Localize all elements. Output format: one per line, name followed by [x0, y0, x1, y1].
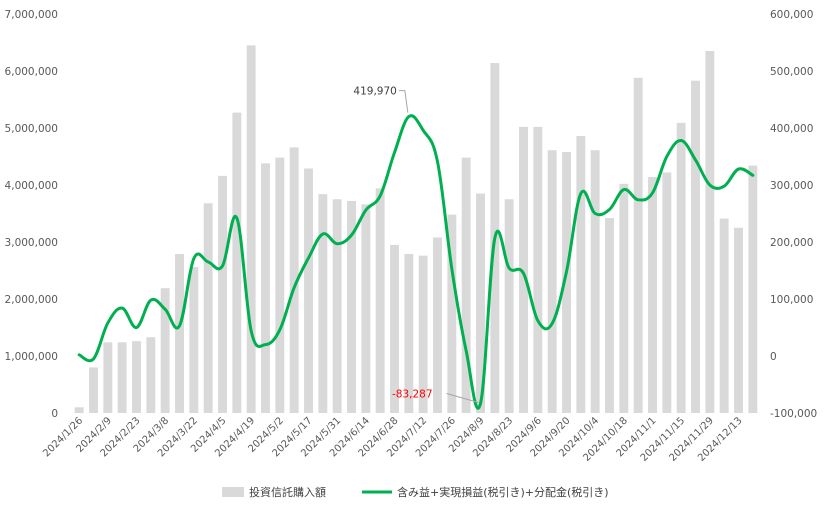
bar: [590, 150, 600, 414]
right-axis-tick-label: 500,000: [770, 66, 813, 78]
bar: [476, 193, 485, 413]
left-axis-tick-label: 6,000,000: [5, 66, 58, 78]
bar: [189, 267, 199, 413]
bar: [633, 77, 643, 413]
bar: [275, 157, 285, 413]
annotation-peak-label: 419,970: [353, 86, 396, 98]
bar: [705, 51, 715, 414]
bar: [519, 126, 528, 414]
bar: [89, 367, 98, 413]
bar: [347, 200, 356, 413]
left-axis-tick-label: 3,000,000: [5, 237, 58, 249]
bar: [218, 175, 227, 413]
right-axis-tick-label: -100,000: [770, 408, 817, 420]
bar-series: [74, 45, 758, 414]
bar: [404, 253, 414, 413]
left-axis-ticks: 0 1,000,000 2,000,000 3,000,000 4,000,000 5,0…: [5, 9, 58, 420]
legend-bar-label: 投資信託購入額: [249, 485, 326, 499]
left-axis-tick-label: 1,000,000: [5, 351, 58, 363]
bar: [619, 183, 629, 413]
bar: [734, 227, 743, 413]
bar: [318, 194, 328, 413]
bar: [132, 341, 141, 413]
bar: [605, 218, 614, 413]
bar: [304, 168, 313, 413]
right-axis-tick-label: 0: [770, 351, 777, 363]
bar: [461, 157, 471, 413]
bar: [504, 199, 514, 413]
annotations: 419,970 -83,287: [353, 86, 479, 403]
right-axis-tick-label: 200,000: [770, 237, 813, 249]
left-axis-tick-label: 2,000,000: [5, 294, 58, 306]
right-axis-tick-label: 300,000: [770, 180, 813, 192]
annotation-leader-line: [446, 392, 479, 403]
bar: [433, 237, 442, 413]
legend: 投資信託購入額 含み益+実現損益(税引き)+分配金(税引き): [222, 485, 609, 499]
left-axis-tick-label: 7,000,000: [5, 9, 58, 21]
line-series: [77, 114, 755, 410]
bar: [562, 151, 571, 413]
legend-line-label: 含み益+実現損益(税引き)+分配金(税引き): [397, 485, 609, 499]
bar: [361, 204, 371, 413]
bar: [547, 150, 557, 414]
bar: [662, 172, 672, 413]
bar: [748, 165, 758, 413]
bar: [261, 163, 270, 413]
profit-line: [77, 114, 755, 410]
bar: [175, 253, 184, 413]
right-axis-tick-label: 600,000: [770, 9, 813, 21]
bar: [74, 407, 84, 413]
annotation-trough-label: -83,287: [392, 388, 433, 400]
bar: [676, 122, 686, 414]
right-axis-tick-label: 400,000: [770, 123, 813, 135]
right-axis-ticks: -100,000 0 100,000 200,000 300,000 400,000 500…: [770, 9, 817, 420]
left-axis-tick-label: 5,000,000: [5, 123, 58, 135]
right-axis-tick-label: 100,000: [770, 294, 813, 306]
bar: [648, 177, 657, 413]
bar: [203, 203, 213, 413]
legend-bar-swatch: [222, 487, 244, 497]
bar: [375, 188, 385, 413]
bar: [160, 288, 170, 413]
bar: [390, 244, 399, 413]
bar: [576, 135, 586, 414]
bar: [246, 45, 256, 413]
bar: [146, 337, 156, 413]
bar: [418, 255, 428, 413]
bar: [533, 126, 543, 414]
bar: [691, 80, 700, 413]
bar: [232, 112, 242, 414]
x-axis: 2024/1/262024/2/92024/2/232024/3/82024/3…: [41, 415, 744, 464]
left-axis-tick-label: 0: [51, 408, 58, 420]
bar: [117, 342, 127, 413]
bar: [332, 199, 342, 413]
annotation-leader-line: [398, 90, 409, 113]
bar: [103, 342, 113, 413]
bar: [719, 218, 729, 413]
bar: [289, 147, 299, 413]
left-axis-tick-label: 4,000,000: [5, 180, 58, 192]
bar: [447, 214, 457, 413]
